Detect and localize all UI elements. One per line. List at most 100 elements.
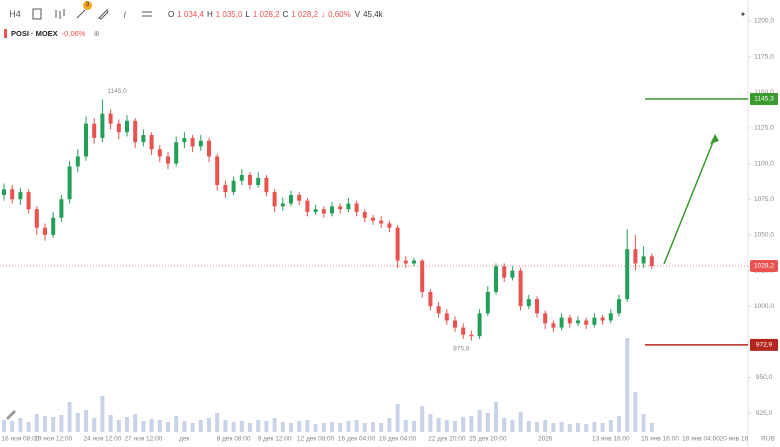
candle-body xyxy=(116,123,121,133)
volume-bar xyxy=(59,415,64,432)
x-tick-label: 15 янв 16:00 xyxy=(641,436,679,443)
volume-bar xyxy=(34,414,39,432)
volume-bar xyxy=(26,422,31,432)
volume-bar xyxy=(338,423,343,432)
y-tick-label: 1200,0 xyxy=(754,18,774,25)
candle-body xyxy=(18,192,23,200)
x-tick-label: 9 дек 12:00 xyxy=(258,436,292,443)
volume-bar xyxy=(346,421,351,432)
x-tick-label: 27 ноя 12:00 xyxy=(124,436,162,443)
volume-bar xyxy=(190,423,195,432)
volume-bar xyxy=(576,423,580,432)
volume-bar xyxy=(280,422,285,432)
volume-bar xyxy=(494,402,498,432)
candle-body xyxy=(469,334,474,337)
candle-body xyxy=(34,209,39,228)
candle-body xyxy=(592,317,597,325)
candle-body xyxy=(338,206,343,210)
candle-body xyxy=(305,200,310,213)
x-tick-label: 2026 xyxy=(538,436,553,443)
volume-bar xyxy=(248,423,252,432)
last-price-tag xyxy=(750,259,778,272)
candle-body xyxy=(510,270,515,278)
candle-body xyxy=(559,317,564,328)
candle-body xyxy=(174,142,179,164)
x-tick-label: 18 янв 04:00 xyxy=(682,436,720,443)
symbol-change: -0,06% xyxy=(61,29,86,38)
x-tick-label: 8 дек 08:00 xyxy=(217,436,251,443)
volume: 45,4k xyxy=(363,9,383,19)
volume-bar xyxy=(272,418,277,432)
fx-button[interactable]: ƒ xyxy=(123,9,127,19)
candle-body xyxy=(371,217,375,221)
brush-button[interactable] xyxy=(94,5,112,23)
volume-bar xyxy=(362,423,367,432)
volume-bar xyxy=(100,396,105,432)
volume-bar xyxy=(10,421,15,432)
candle-body xyxy=(190,137,195,147)
y-tick-label: 1150,0 xyxy=(754,89,774,96)
chart-type-button[interactable] xyxy=(50,5,68,23)
volume-bar xyxy=(461,417,466,432)
volume-bar xyxy=(133,414,138,432)
volume-bar xyxy=(625,338,630,432)
ai-button[interactable]: ✦ xyxy=(739,9,747,19)
ohlc-value: 1 034,4 xyxy=(177,9,204,19)
price-line-tag xyxy=(750,92,778,105)
y-tick-label: 925,0 xyxy=(756,410,773,417)
volume-bar xyxy=(108,415,113,432)
volume-bar xyxy=(633,392,638,432)
volume-bar xyxy=(141,421,146,432)
volume-bar xyxy=(67,402,72,432)
last-price-label: 1028,2 xyxy=(754,263,774,270)
candle-body xyxy=(313,209,318,213)
volume-bar xyxy=(567,424,572,432)
volume-bar xyxy=(543,420,548,432)
candle-body xyxy=(543,313,548,324)
candle-body xyxy=(272,192,277,207)
volume-bar xyxy=(231,422,236,432)
ohlc-value: 1 028,2 xyxy=(291,9,319,19)
candle-body xyxy=(223,184,228,193)
ohlc-value: 1 035,0 xyxy=(215,9,243,19)
candle-body xyxy=(157,149,162,157)
x-tick-label: 13 янв 16:00 xyxy=(592,436,630,443)
candle-body xyxy=(125,120,129,133)
y-tick-label: 950,0 xyxy=(756,374,773,381)
candle-body xyxy=(321,209,326,214)
ohlc-label: L xyxy=(245,9,250,19)
drawings-button[interactable]: 3 xyxy=(72,1,92,23)
interval-button[interactable]: H4 xyxy=(9,9,21,19)
volume-bar xyxy=(18,418,23,432)
x-tick-label: 16 дек 04:00 xyxy=(338,436,376,443)
add-button[interactable]: ⊕ xyxy=(93,29,100,38)
volume-bar xyxy=(43,416,47,432)
volume-bar xyxy=(75,413,80,432)
volume-bar xyxy=(289,423,293,432)
price-line-tag xyxy=(750,338,778,351)
candle-body xyxy=(477,313,482,337)
candle-body xyxy=(387,223,392,228)
volume-bar xyxy=(600,423,605,432)
candle-body xyxy=(198,140,203,147)
candle-body xyxy=(289,194,293,204)
candle-body xyxy=(92,123,97,138)
volume-bar xyxy=(436,418,441,432)
currency: RUB xyxy=(761,436,775,443)
candle-body xyxy=(100,113,105,138)
settings-button[interactable] xyxy=(138,5,156,23)
indicator-button[interactable] xyxy=(28,5,46,23)
candle-body xyxy=(108,113,113,124)
volume-bar xyxy=(608,420,613,432)
max-label: 1145,0 xyxy=(107,88,127,95)
volume-bar xyxy=(379,423,384,432)
volume-bar xyxy=(198,420,203,432)
drawing-tool-icon[interactable] xyxy=(4,408,18,422)
candle-body xyxy=(84,123,88,157)
candle-body xyxy=(518,270,523,307)
volume-bar xyxy=(264,421,269,432)
candle-body xyxy=(264,177,269,193)
candle-body xyxy=(10,189,15,200)
change: 0,60% xyxy=(328,9,351,19)
candle-body xyxy=(461,327,466,335)
